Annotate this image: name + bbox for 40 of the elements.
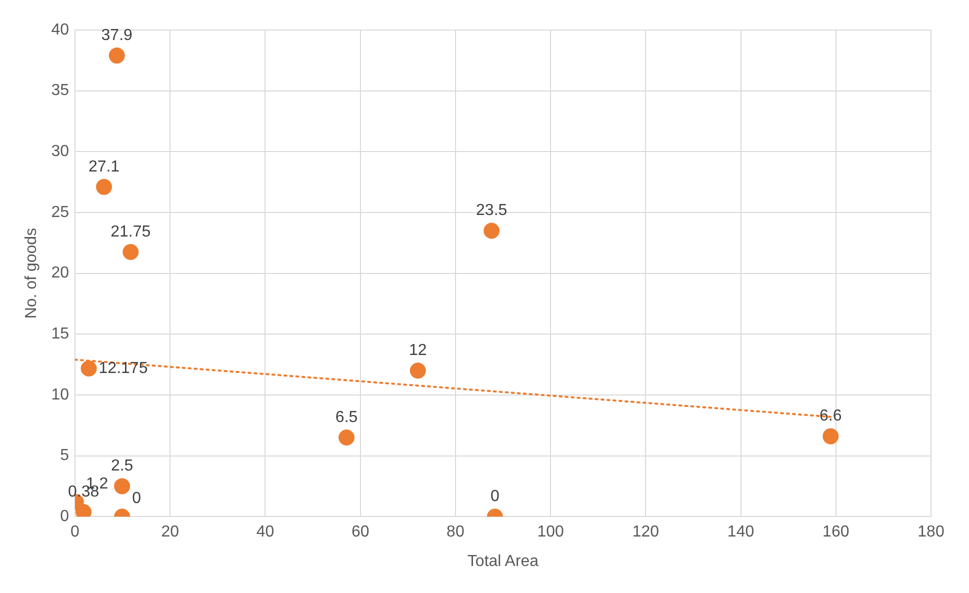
y-tick-label: 25 [51, 204, 70, 221]
point [80, 360, 97, 376]
point [410, 362, 426, 379]
y-tick-label: 40 [51, 21, 70, 38]
data-label: 0 [132, 490, 142, 508]
x-tick-label: 180 [918, 524, 944, 541]
y-tick-label: 10 [51, 386, 70, 404]
point [122, 244, 139, 260]
data-label: 37.9 [101, 26, 133, 44]
data-label: 2.5 [110, 458, 134, 475]
data-label: 23.5 [476, 202, 508, 220]
point [484, 222, 500, 239]
data-label: 27.1 [88, 158, 120, 176]
x-tick-label: 20 [161, 524, 180, 541]
y-tick-label: 0 [60, 508, 70, 526]
x-axis-title: Total Area [467, 552, 539, 570]
x-tick-label: 40 [256, 524, 274, 541]
x-tick-label: 160 [822, 524, 850, 541]
data-label: 12.175 [98, 360, 148, 377]
x-tick-label: 60 [351, 524, 370, 541]
y-axis-title: No. of goods [23, 228, 40, 319]
data-label: 6.5 [335, 408, 358, 426]
point [114, 478, 130, 494]
x-tick-label: 120 [632, 524, 660, 541]
data-label: 12 [408, 342, 427, 360]
y-tick-label: 5 [60, 447, 70, 464]
data-label: 6.6 [820, 408, 842, 425]
point [822, 428, 839, 444]
y-tick-label: 30 [51, 143, 70, 160]
x-tick-label: 140 [727, 524, 754, 541]
x-tick-label: 80 [446, 524, 464, 541]
y-tick-label: 20 [51, 264, 70, 282]
y-tick-label: 35 [51, 82, 70, 100]
point [108, 48, 125, 64]
data-label: 0 [490, 488, 500, 506]
data-label: 21.75 [110, 223, 151, 240]
point [338, 430, 355, 446]
y-tick-label: 15 [51, 326, 70, 343]
point [96, 178, 112, 195]
x-tick-label: 100 [537, 524, 564, 541]
